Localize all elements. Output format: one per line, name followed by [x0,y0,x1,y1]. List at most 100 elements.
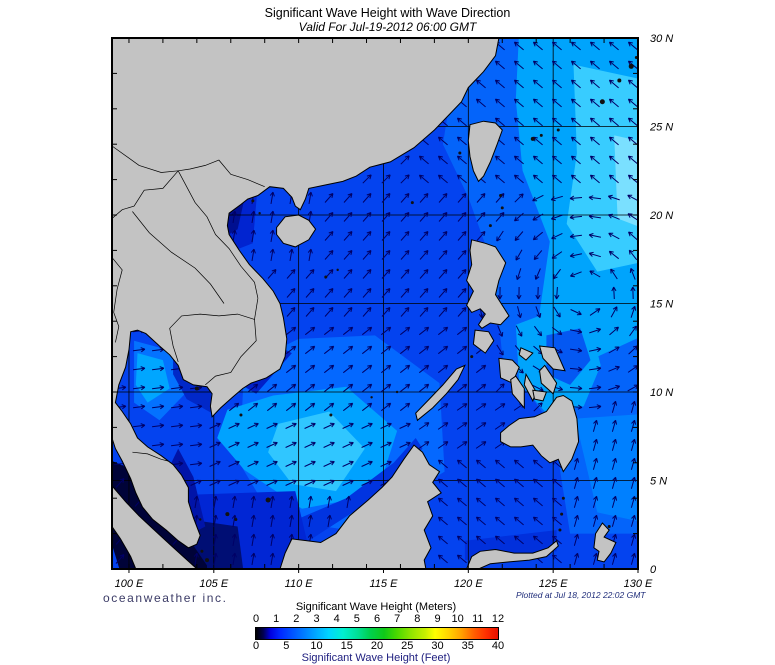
wave-arrow [193,552,199,565]
wave-arrow [551,60,562,70]
wave-arrow [608,232,620,240]
wave-arrow [307,495,313,508]
wave-arrow [250,229,256,242]
wave-arrow [266,402,278,412]
wave-arrow [611,419,618,432]
wave-arrow [209,479,221,486]
wave-arrow [570,347,583,353]
wave-arrow [475,535,486,545]
wave-arrow [380,460,392,467]
wave-arrow [608,41,619,51]
wave-arrow [573,552,580,565]
wave-arrow [627,117,638,127]
wave-arrow [589,347,602,353]
wave-arrow [592,476,599,489]
wave-arrow [362,174,372,184]
wave-arrow [250,514,256,527]
wave-arrow [589,174,600,184]
wave-arrow [193,495,199,508]
wave-arrow [285,422,297,429]
land-polygon [472,329,495,354]
wave-arrow [611,400,618,413]
wave-arrow [569,195,583,201]
wave-arrow [343,288,353,298]
wave-arrow [324,288,334,298]
wave-arrow [342,364,354,374]
wave-arrow [343,231,353,241]
wave-arrow [569,233,582,239]
wave-arrow [551,554,562,564]
meters-tick-label: 2 [293,613,300,625]
wave-arrow [343,212,353,222]
country-border [169,298,259,363]
wave-arrow [553,306,561,318]
wave-arrow [532,174,543,184]
wave-arrow [457,250,467,260]
wave-arrow [438,231,448,241]
wave-arrow [400,250,410,260]
axis-ticks [112,37,639,573]
wave-arrow [475,98,486,108]
wave-arrow [573,476,580,489]
wave-arrow [437,459,448,469]
wave-arrow [573,495,580,508]
wave-arrow [399,402,411,412]
wave-arrow [342,479,354,486]
wave-arrow [326,514,332,527]
legend-colorbar [255,627,499,640]
wave-map: 100 E 105 E 110 E 115 E 120 E 125 E 130 E 30 N 2… [111,33,673,590]
wave-arrow [285,326,297,336]
meters-tick-label: 12 [491,613,505,625]
wave-arrow [494,497,505,507]
wave-arrow [497,325,504,337]
wave-arrow [494,117,505,127]
wave-arrow [532,117,543,127]
lon-tick-label: 130 E [624,578,653,590]
wave-arrow [307,514,313,527]
wave-arrow [516,286,522,300]
wave-arrow [305,307,315,317]
small-island [225,512,230,517]
wave-arrow [212,495,218,508]
feet-tick-label: 25 [401,640,414,652]
wave-arrow [551,535,562,545]
wave-arrow [361,479,373,486]
wave-arrow [250,552,256,565]
wave-arrow [288,248,294,261]
small-island [499,194,503,198]
wave-arrow [513,136,524,146]
wave-arrow [588,214,601,220]
country-border [205,319,257,386]
wave-arrow [532,478,543,488]
lat-tick-label: 25 N [649,122,673,134]
wave-arrow [513,60,524,70]
wave-arrow [456,478,467,488]
wave-arrow [400,193,410,203]
wave-arrow [532,155,543,165]
wave-arrow [457,193,467,203]
wave-arrow [494,403,506,411]
meters-tick-label: 9 [434,613,441,625]
small-island [410,201,414,205]
wave-arrow [304,460,316,467]
land-polygon [467,120,503,183]
wave-arrow [532,459,543,469]
wave-arrow [324,231,334,241]
wave-direction-arrows [114,41,638,565]
small-island [607,525,611,529]
wave-arrow [152,442,165,448]
wave-arrow [285,402,297,412]
wave-arrow [497,286,503,300]
wave-arrow [456,345,468,355]
legend-title-meters: Significant Wave Height (Meters) [295,601,457,613]
wave-arrow [608,155,619,165]
wave-arrow [514,193,524,203]
wave-arrow [381,212,391,222]
land-polygon [532,389,548,402]
wave-height-band [188,519,244,569]
wave-arrow [608,98,619,108]
wave-arrow [250,533,256,546]
wave-arrow [231,533,237,546]
wave-arrow [400,269,410,279]
wave-arrow [266,460,278,467]
